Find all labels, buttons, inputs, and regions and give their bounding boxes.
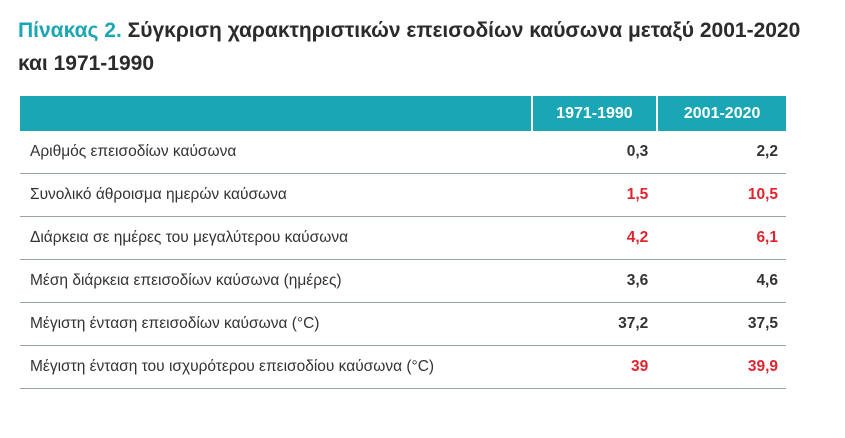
table-number-label: Πίνακας 2.	[18, 19, 122, 42]
value-2001-2020: 6,1	[656, 217, 786, 260]
row-label: Μέγιστη ένταση επεισοδίων καύσωνα (°C)	[20, 303, 531, 346]
table-row: Μέγιστη ένταση επεισοδίων καύσωνα (°C) 3…	[20, 303, 786, 346]
value-2001-2020: 39,9	[656, 346, 786, 389]
table-row: Μέγιστη ένταση του ισχυρότερου επεισοδίο…	[20, 346, 786, 389]
table-body: Αριθμός επεισοδίων καύσωνα 0,3 2,2 Συνολ…	[20, 131, 786, 389]
row-label: Μέση διάρκεια επεισοδίων καύσωνα (ημέρες…	[20, 260, 531, 303]
comparison-table: 1971-1990 2001-2020 Αριθμός επεισοδίων κ…	[20, 96, 786, 389]
value-2001-2020: 4,6	[656, 260, 786, 303]
value-2001-2020: 2,2	[656, 131, 786, 174]
header-cell-2001-2020: 2001-2020	[656, 96, 786, 131]
table-row: Συνολικό άθροισμα ημερών καύσωνα 1,5 10,…	[20, 174, 786, 217]
header-row: 1971-1990 2001-2020	[20, 96, 786, 131]
value-1971-1990: 3,6	[530, 260, 657, 303]
table-header: 1971-1990 2001-2020	[20, 96, 786, 131]
value-1971-1990: 4,2	[530, 217, 657, 260]
table-title-text: Σύγκριση χαρακτηριστικών επεισοδίων καύσ…	[18, 19, 801, 75]
table-row: Αριθμός επεισοδίων καύσωνα 0,3 2,2	[20, 131, 786, 174]
value-1971-1990: 1,5	[530, 174, 657, 217]
value-1971-1990: 37,2	[530, 303, 657, 346]
value-2001-2020: 10,5	[656, 174, 786, 217]
value-1971-1990: 0,3	[530, 131, 657, 174]
header-cell-label	[20, 96, 531, 131]
row-label: Συνολικό άθροισμα ημερών καύσωνα	[20, 174, 531, 217]
table-row: Διάρκεια σε ημέρες του μεγαλύτερου καύσω…	[20, 217, 786, 260]
value-2001-2020: 37,5	[656, 303, 786, 346]
table-row: Μέση διάρκεια επεισοδίων καύσωνα (ημέρες…	[20, 260, 786, 303]
row-label: Διάρκεια σε ημέρες του μεγαλύτερου καύσω…	[20, 217, 531, 260]
table-title: Πίνακας 2. Σύγκριση χαρακτηριστικών επει…	[18, 14, 818, 80]
row-label: Αριθμός επεισοδίων καύσωνα	[20, 131, 531, 174]
header-cell-1971-1990: 1971-1990	[530, 96, 657, 131]
value-1971-1990: 39	[530, 346, 657, 389]
row-label: Μέγιστη ένταση του ισχυρότερου επεισοδίο…	[20, 346, 531, 389]
